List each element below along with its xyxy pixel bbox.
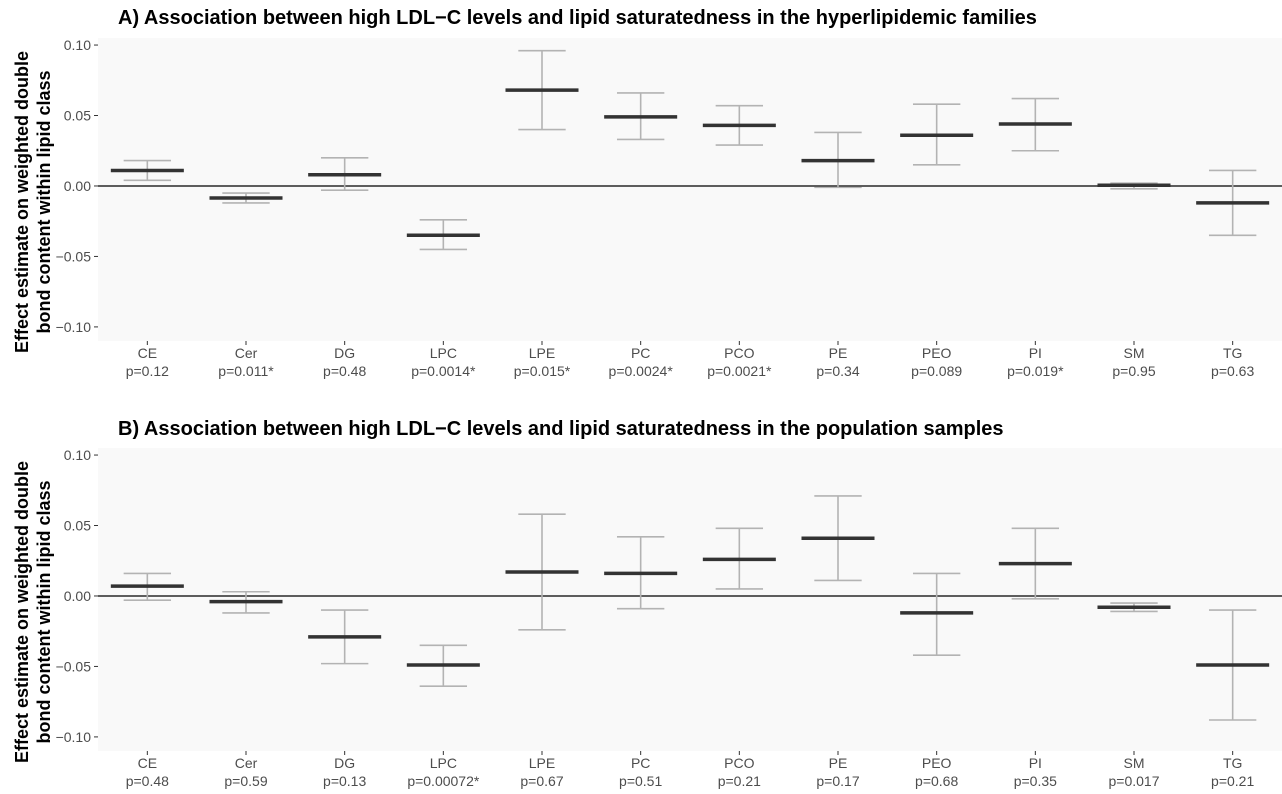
panel-a-pvalue-label: p=0.089 bbox=[911, 363, 962, 379]
y-axis-label-a-line1: Effect estimate on weighted double bbox=[12, 51, 32, 353]
panel-a-errorbar-tg bbox=[1196, 169, 1270, 237]
y-axis-label-a-line2: bond content within lipid class bbox=[34, 70, 54, 333]
panel-b-errorbar-tg bbox=[1196, 609, 1270, 721]
panel-b-errorbar-pi bbox=[998, 527, 1072, 600]
panel-b-pvalue-label: p=0.48 bbox=[126, 773, 169, 789]
y-axis-label-b-line2: bond content within lipid class bbox=[34, 480, 54, 743]
panel-a-category-label: CE bbox=[138, 345, 157, 361]
panel-b-category-label: PI bbox=[1029, 755, 1042, 771]
panel-a-title: A) Association between high LDL−C levels… bbox=[118, 7, 1037, 29]
panel-a-pvalue-label: p=0.011* bbox=[218, 363, 274, 379]
panel-b-errorbar-pco bbox=[702, 527, 776, 590]
panel-b-ytick-label: 0.10 bbox=[64, 447, 91, 463]
panel-b-category-label: DG bbox=[334, 755, 355, 771]
panel-a-errorbar-pc bbox=[604, 92, 678, 141]
panel-b-category-label: SM bbox=[1124, 755, 1145, 771]
panel-a-errorbar-lpc bbox=[406, 219, 480, 251]
panel-a-category-label: TG bbox=[1223, 345, 1242, 361]
panel-b-errorbar-lpe bbox=[505, 513, 579, 631]
panel-b-errorbar-peo bbox=[900, 572, 974, 656]
panel-a-errorbar-pco bbox=[702, 104, 776, 146]
panel-a-pvalue-label: p=0.0014* bbox=[411, 363, 476, 379]
panel-b-pvalue-label: p=0.68 bbox=[915, 773, 958, 789]
panel-b-pvalue-label: p=0.51 bbox=[619, 773, 662, 789]
panel-b-errorbar-pe bbox=[801, 495, 875, 582]
panel-a-category-label: DG bbox=[334, 345, 355, 361]
panel-a: A) Association between high LDL−C levels… bbox=[56, 7, 1282, 379]
panel-a-pvalue-label: p=0.34 bbox=[816, 363, 859, 379]
panel-a-category-label: PCO bbox=[724, 345, 754, 361]
panel-b-title: B) Association between high LDL−C levels… bbox=[118, 418, 1004, 440]
panel-b-category-label: LPE bbox=[529, 755, 555, 771]
panel-a-category-label: SM bbox=[1124, 345, 1145, 361]
panel-a-errorbar-peo bbox=[900, 103, 974, 166]
panel-a-ytick-label: 0.00 bbox=[64, 178, 91, 194]
panel-a-errorbar-dg bbox=[308, 156, 382, 192]
panel-b-pvalue-label: p=0.17 bbox=[816, 773, 859, 789]
panel-b-ytick-label: −0.10 bbox=[56, 729, 92, 745]
panel-b-category-label: LPC bbox=[430, 755, 457, 771]
panel-b-errorbar-lpc bbox=[406, 644, 480, 687]
panel-b-pvalue-label: p=0.017 bbox=[1109, 773, 1160, 789]
panel-a-ytick-label: −0.05 bbox=[56, 248, 92, 264]
panel-a-pvalue-label: p=0.019* bbox=[1007, 363, 1064, 379]
panel-a-pvalue-label: p=0.63 bbox=[1211, 363, 1254, 379]
panel-b-errorbar-pc bbox=[604, 535, 678, 610]
panel-b-pvalue-label: p=0.00072* bbox=[407, 773, 480, 789]
panel-b-category-label: PCO bbox=[724, 755, 754, 771]
panel-a-ytick-label: 0.05 bbox=[64, 108, 91, 124]
panel-a-plot-background bbox=[98, 38, 1282, 341]
panel-a-pvalue-label: p=0.0024* bbox=[609, 363, 674, 379]
panel-a-errorbar-lpe bbox=[505, 49, 579, 131]
panel-b-ytick-label: −0.05 bbox=[56, 658, 92, 674]
panel-b-plot-background bbox=[98, 448, 1282, 751]
panel-b-pvalue-label: p=0.59 bbox=[224, 773, 267, 789]
panel-a-pvalue-label: p=0.0021* bbox=[707, 363, 772, 379]
panel-a-category-label: PC bbox=[631, 345, 650, 361]
panel-b-category-label: PC bbox=[631, 755, 650, 771]
panel-b-errorbar-sm bbox=[1097, 602, 1171, 613]
panel-a-category-label: PE bbox=[829, 345, 848, 361]
panel-a-errorbar-cer bbox=[209, 192, 283, 204]
panel-b-pvalue-label: p=0.21 bbox=[1211, 773, 1254, 789]
panel-b-errorbar-dg bbox=[308, 609, 382, 665]
y-axis-label-b-line1: Effect estimate on weighted double bbox=[12, 461, 32, 763]
panel-a-category-label: Cer bbox=[235, 345, 258, 361]
panel-b-pvalue-label: p=0.21 bbox=[718, 773, 761, 789]
panel-a-category-label: PI bbox=[1029, 345, 1042, 361]
panel-a-category-label: LPC bbox=[430, 345, 457, 361]
panel-a-errorbar-ce bbox=[110, 159, 184, 182]
panel-a-errorbar-sm bbox=[1097, 182, 1171, 190]
panel-a-pvalue-label: p=0.48 bbox=[323, 363, 366, 379]
panel-b-category-label: PEO bbox=[922, 755, 952, 771]
panel-a-errorbar-pi bbox=[998, 97, 1072, 152]
panel-a-category-label: PEO bbox=[922, 345, 952, 361]
panel-a-ytick-label: 0.10 bbox=[64, 37, 91, 53]
panel-b: B) Association between high LDL−C levels… bbox=[56, 418, 1282, 789]
panel-a-ytick-label: −0.10 bbox=[56, 319, 92, 335]
panel-a-errorbar-pe bbox=[801, 131, 875, 189]
panel-b-category-label: Cer bbox=[235, 755, 258, 771]
panel-b-category-label: TG bbox=[1223, 755, 1242, 771]
panel-b-ytick-label: 0.00 bbox=[64, 588, 91, 604]
panel-b-ytick-label: 0.05 bbox=[64, 518, 91, 534]
panel-b-pvalue-label: p=0.35 bbox=[1014, 773, 1057, 789]
panel-b-errorbar-ce bbox=[110, 572, 184, 602]
panel-b-pvalue-label: p=0.67 bbox=[520, 773, 563, 789]
panel-b-pvalue-label: p=0.13 bbox=[323, 773, 366, 789]
panel-b-errorbar-cer bbox=[209, 590, 283, 614]
panel-a-category-label: LPE bbox=[529, 345, 555, 361]
panel-b-category-label: CE bbox=[138, 755, 157, 771]
panel-a-pvalue-label: p=0.12 bbox=[126, 363, 169, 379]
panel-a-pvalue-label: p=0.015* bbox=[514, 363, 571, 379]
panel-a-pvalue-label: p=0.95 bbox=[1112, 363, 1155, 379]
panel-b-category-label: PE bbox=[829, 755, 848, 771]
